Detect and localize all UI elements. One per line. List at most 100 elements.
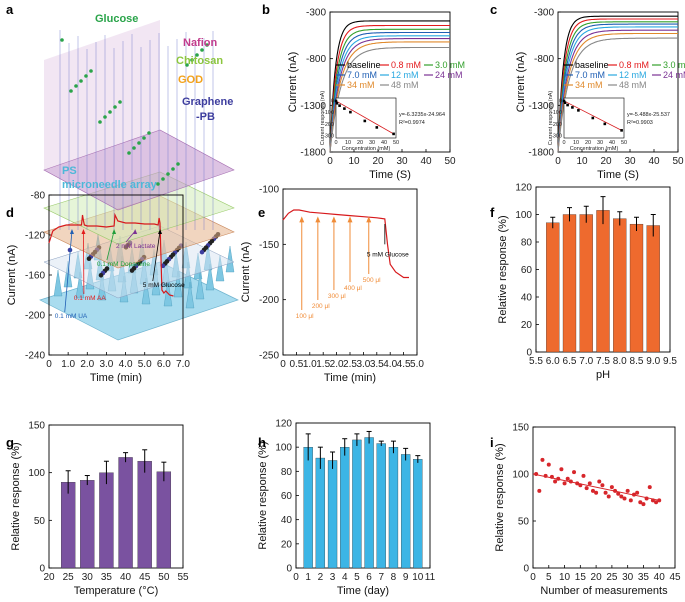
inset-fit-line: [563, 100, 622, 131]
y-tick-label: 0: [523, 564, 529, 575]
x-tick-label: 6: [366, 572, 372, 583]
inset-y-tick-label: -300: [323, 134, 334, 140]
chart-e: 0 0.5 1.0 1.5 2.0 2.5 3.0 3.5 4.0 4.5 5.0 -100 -150 -…: [240, 185, 424, 385]
data-point: [584, 486, 589, 491]
y-tick-label: 120: [515, 183, 532, 194]
y-axis-label: Current (nA): [515, 52, 527, 113]
y-tick-label: 100: [28, 468, 45, 479]
glucose-molecule: [205, 43, 209, 47]
x-tick-label: 30: [82, 572, 94, 583]
x-tick-label: 4.0: [119, 359, 133, 370]
inset-y-tick-label: -100: [551, 110, 562, 116]
annotation-arrow: [106, 230, 115, 261]
inset-point: [338, 104, 341, 107]
data-point: [603, 490, 608, 495]
plot-frame: [329, 11, 451, 153]
x-tick-label: 0: [280, 359, 286, 370]
y-tick-label: -100: [259, 185, 279, 196]
inset-point: [603, 122, 607, 126]
arrow-head: [299, 216, 305, 223]
panel-letter-f: f: [490, 205, 495, 220]
x-tick-label: 35: [638, 572, 650, 583]
series-line-24-mM: [557, 29, 678, 153]
annotation-label: 2 mM Lactate: [116, 243, 156, 250]
inset-y-tick-label: -200: [323, 122, 334, 128]
graphene-atom: [86, 256, 92, 262]
y-tick-label: 150: [512, 423, 529, 434]
inset-point: [349, 110, 352, 114]
x-axis-label: Time (min): [90, 372, 142, 384]
x-tick-label: 0: [327, 156, 333, 167]
series-line-34-mM: [557, 32, 678, 153]
x-tick-label: 40: [120, 572, 132, 583]
bar: [352, 439, 362, 569]
label-pb: -PB: [196, 111, 215, 123]
inset-r2: R²=0.9903: [627, 120, 653, 126]
y-tick-label: 50: [34, 516, 46, 527]
data-point: [609, 485, 614, 490]
label-nafion: Nafion: [183, 37, 218, 49]
glucose-molecule: [79, 79, 83, 83]
x-tick-label: 5: [546, 572, 552, 583]
x-tick-label: 4.5: [397, 359, 411, 370]
inset-frame: [563, 97, 625, 139]
bar: [388, 447, 399, 569]
y-tick-label: -120: [25, 231, 45, 242]
arrow-head: [81, 229, 86, 234]
y-tick-label: 0: [39, 564, 45, 575]
bar: [376, 443, 386, 569]
x-tick-label: 10: [412, 572, 424, 583]
data-point: [622, 496, 627, 501]
x-tick-label: 20: [600, 156, 612, 167]
glucose-molecule: [137, 141, 141, 145]
x-tick-label: 1.5: [316, 359, 330, 370]
data-point: [540, 457, 545, 462]
inset-point: [343, 107, 346, 110]
x-tick-label: 9.5: [663, 356, 677, 367]
x-tick-label: 30: [624, 156, 636, 167]
label-god: GOD: [178, 74, 203, 86]
data-point: [641, 502, 646, 507]
panel-letter-e: e: [258, 205, 265, 220]
inset-r2: R²=0.9974: [399, 120, 425, 126]
y-axis-label: Relative response (%): [10, 442, 22, 550]
bar: [60, 482, 76, 569]
microneedle: [173, 270, 183, 298]
glucose-molecule: [84, 74, 88, 78]
inset-x-tick-label: 30: [369, 140, 375, 146]
glucose-molecule: [195, 53, 199, 57]
y-tick-label: 100: [515, 210, 532, 221]
y-tick-label: 40: [281, 515, 293, 526]
bar: [546, 222, 560, 353]
plot-frame: [48, 424, 184, 569]
data-point: [590, 488, 595, 493]
glucose-molecule: [166, 172, 170, 176]
glucose-molecule: [103, 115, 107, 119]
data-point: [581, 473, 586, 478]
panel-letter-g: g: [6, 435, 14, 450]
bar: [99, 472, 114, 569]
inset-point: [363, 119, 367, 123]
graphene-atom: [199, 249, 205, 255]
x-axis-label: Time (S): [369, 169, 411, 181]
glucose-molecule: [60, 38, 64, 42]
inset-y-tick-label: 0: [559, 98, 562, 104]
annotation-label: 500 μl: [363, 277, 381, 284]
glucose-molecule: [161, 177, 165, 181]
bar: [315, 457, 326, 569]
inset-fit-line: [335, 100, 394, 135]
x-tick-label: 5: [354, 572, 360, 583]
x-tick-label: 2.0: [330, 359, 344, 370]
annotation-label: 200 μl: [312, 303, 330, 310]
chart-d: 0 1.0 2.0 3.0 4.0 5.0 6.0 7.0 -80 -120 -160 -200 -24…: [6, 191, 190, 385]
x-tick-label: 9: [403, 572, 409, 583]
x-tick-label: 25: [606, 572, 618, 583]
glucose-molecule: [185, 63, 189, 67]
x-tick-label: 6.0: [546, 356, 560, 367]
data-point: [568, 479, 573, 484]
data-point: [546, 462, 551, 467]
inset-point: [375, 126, 379, 129]
x-tick-label: 2: [318, 572, 324, 583]
x-tick-label: 30: [396, 156, 408, 167]
